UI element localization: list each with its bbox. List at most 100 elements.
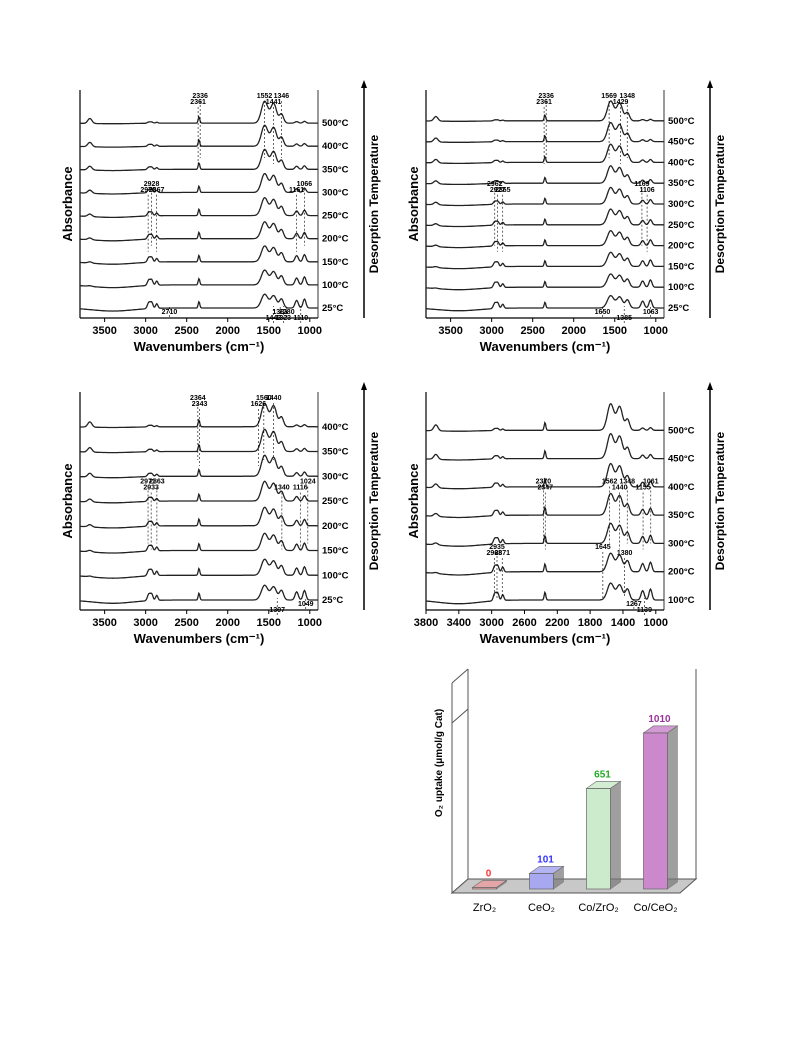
y-axis-label: O₂ uptake (μmol/g Cat) xyxy=(434,709,445,817)
x-tick-label: 2500 xyxy=(520,325,544,337)
x-tick-label: 3000 xyxy=(133,617,157,629)
spectra-panel-middle-left: 3500 3000 2500 2000 1500 1000 Wavenumbers (cm⁻… xyxy=(60,382,381,646)
peak-annotation: 1049 xyxy=(298,601,314,608)
bar-value-label: 1010 xyxy=(648,714,671,725)
peak-annotation: 1323 xyxy=(275,315,291,322)
y-axis-label: Absorbance xyxy=(60,463,75,538)
peak-annotation: 1340 xyxy=(274,485,290,492)
category-label: Co/ZrO₂ xyxy=(578,902,618,914)
desorption-temperature-label: Desorption Temperature xyxy=(713,431,727,570)
temperature-label: 300°C xyxy=(668,199,695,210)
peak-annotation: 2867 xyxy=(149,187,165,194)
x-tick-label: 1500 xyxy=(257,617,281,629)
desorption-temperature-label: Desorption Temperature xyxy=(367,134,381,273)
temperature-label: 350°C xyxy=(668,510,695,521)
temperature-label: 200°C xyxy=(322,234,349,245)
spectrum-line xyxy=(80,148,318,172)
spectrum-line xyxy=(426,230,664,249)
temperature-label: 450°C xyxy=(668,454,695,465)
temperature-label: 350°C xyxy=(668,178,695,189)
bar-side xyxy=(496,879,507,890)
x-tick-label: 2000 xyxy=(215,325,239,337)
x-tick-label: 3000 xyxy=(133,325,157,337)
peak-annotation: 1645 xyxy=(595,544,611,551)
spectrum-line xyxy=(425,251,664,270)
temperature-label: 100°C xyxy=(322,280,349,291)
bar-value-label: 101 xyxy=(537,854,554,865)
bar-front xyxy=(586,788,611,890)
spectrum-line xyxy=(80,221,318,242)
temperature-label: 250°C xyxy=(322,211,349,222)
x-tick-label: 2200 xyxy=(545,617,569,629)
temperature-label: 25°C xyxy=(668,303,689,314)
peak-annotation: 2863 xyxy=(149,479,165,486)
peak-annotation: 1552 xyxy=(257,93,273,100)
bar-side xyxy=(553,865,564,890)
temperature-label: 350°C xyxy=(322,164,349,175)
bar-side xyxy=(667,725,678,890)
x-tick-label: 2000 xyxy=(561,325,585,337)
peak-annotation: 1441 xyxy=(266,99,282,106)
peak-annotation: 2971 xyxy=(140,479,156,486)
x-tick-label: 2600 xyxy=(512,617,536,629)
chart-top-edge xyxy=(451,668,469,684)
spectrum-line xyxy=(79,584,318,604)
spectra-panel-top-left: 3500 3000 2500 2000 1500 1000 Wavenumbers (cm⁻… xyxy=(60,80,381,354)
x-axis-label: Wavenumbers (cm⁻¹) xyxy=(480,339,611,354)
spectrum-line xyxy=(80,428,318,454)
temperature-label: 450°C xyxy=(668,137,695,148)
temperature-label: 300°C xyxy=(322,187,349,198)
peak-annotation: 1061 xyxy=(643,479,659,486)
peak-annotation: 1569 xyxy=(601,93,617,100)
temperature-label: 100°C xyxy=(668,282,695,293)
peak-annotation: 2336 xyxy=(538,93,554,100)
x-tick-label: 3800 xyxy=(414,617,438,629)
temperature-label: 300°C xyxy=(322,471,349,482)
x-axis-label: Wavenumbers (cm⁻¹) xyxy=(480,631,611,646)
temperature-label: 400°C xyxy=(322,422,349,433)
peak-annotation: 1361 xyxy=(272,309,288,316)
spectrum-line xyxy=(426,208,664,228)
peak-annotation: 2865 xyxy=(495,187,511,194)
bar-value-label: 651 xyxy=(594,769,611,780)
temperature-label: 200°C xyxy=(322,521,349,532)
peak-annotation: 1063 xyxy=(643,309,659,316)
temperature-label: 500°C xyxy=(668,116,695,127)
peak-annotation: 1024 xyxy=(300,479,316,486)
spectra-panel-top-right: 3500 3000 2500 2000 1500 1000 Wavenumbers (cm⁻… xyxy=(406,80,727,354)
temperature-label: 250°C xyxy=(322,496,349,507)
peak-annotation: 1650 xyxy=(595,309,611,316)
desorption-temperature-label: Desorption Temperature xyxy=(713,134,727,273)
spectrum-line xyxy=(80,124,318,148)
spectrum-line xyxy=(80,245,318,265)
x-tick-label: 1000 xyxy=(298,325,322,337)
peak-annotation: 1440 xyxy=(266,395,282,402)
temperature-label: 500°C xyxy=(668,425,695,436)
peak-annotation: 1169 xyxy=(634,181,649,188)
temperature-label: 200°C xyxy=(668,241,695,252)
spectrum-line xyxy=(425,165,664,186)
spectrum-line xyxy=(80,480,318,504)
category-label: Co/CeO₂ xyxy=(633,902,677,914)
peak-annotation: 1397 xyxy=(269,607,285,614)
spectrum-line xyxy=(426,100,664,122)
spectrum-line xyxy=(425,403,664,432)
x-tick-label: 3500 xyxy=(438,325,462,337)
peak-annotation: 2347 xyxy=(537,485,553,492)
spectrum-line xyxy=(80,269,318,289)
peak-annotation: 1348 xyxy=(619,93,635,100)
x-tick-label: 1000 xyxy=(644,617,668,629)
bar-front xyxy=(529,873,554,890)
chart-left-wall xyxy=(451,707,469,895)
x-tick-label: 2500 xyxy=(174,325,198,337)
spectrum-line xyxy=(426,294,664,312)
temperature-label: 500°C xyxy=(322,118,349,129)
x-tick-label: 2500 xyxy=(174,617,198,629)
temperature-label: 150°C xyxy=(322,257,349,268)
spectrum-line xyxy=(80,402,318,429)
peak-annotation: 2361 xyxy=(190,99,206,106)
y-axis-label: Absorbance xyxy=(60,166,75,241)
x-tick-label: 3000 xyxy=(479,617,503,629)
temperature-label: 150°C xyxy=(322,546,349,557)
